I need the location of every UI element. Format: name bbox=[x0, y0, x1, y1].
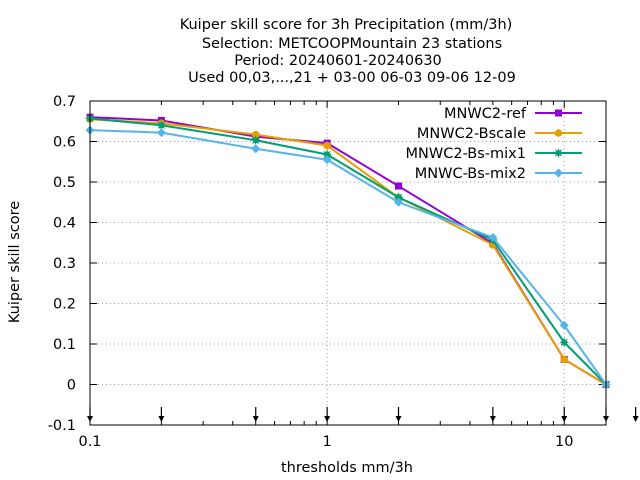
threshold-arrow-head bbox=[632, 416, 639, 422]
legend-label: MNWC2-ref bbox=[444, 106, 527, 122]
data-point bbox=[488, 232, 498, 242]
plot-frame bbox=[89, 100, 607, 426]
legend-entry: MNWC2-Bs-mix1 bbox=[406, 146, 582, 162]
y-axis-ticks: -0.1 0 0.1 0.2 0.3 0.4 0.5 0.6 0.7 bbox=[48, 94, 606, 434]
legend-entry: MNWC-Bs-mix2 bbox=[415, 166, 582, 182]
grid-lines bbox=[90, 101, 606, 425]
x-tick-label: 0.1 bbox=[78, 434, 101, 450]
series-mnwc-bs-mix2 bbox=[85, 125, 611, 389]
legend-swatch-marker bbox=[555, 109, 562, 117]
threshold-markers bbox=[87, 407, 639, 422]
threshold-arrow bbox=[158, 407, 165, 422]
legend-label: MNWC-Bs-mix2 bbox=[415, 166, 526, 182]
x-axis-ticks: 0.1 1 10 bbox=[78, 101, 573, 450]
y-tick-label: 0.3 bbox=[53, 256, 76, 272]
legend-entry: MNWC2-ref bbox=[444, 106, 582, 122]
y-axis-label: Kuiper skill score bbox=[7, 201, 23, 323]
data-point bbox=[560, 355, 569, 364]
chart-title: Kuiper skill score for 3h Precipitation … bbox=[180, 17, 516, 86]
legend-swatch-marker bbox=[554, 168, 563, 178]
x-tick-label: 10 bbox=[555, 434, 573, 450]
legend-swatch-marker bbox=[553, 148, 564, 158]
data-point bbox=[559, 337, 570, 348]
series-line bbox=[89, 116, 607, 386]
threshold-arrow-head bbox=[252, 416, 259, 422]
y-tick-label: 0.2 bbox=[53, 297, 76, 313]
x-axis-label: thresholds mm/3h bbox=[281, 460, 413, 476]
title-line-3: Period: 20240601-20240630 bbox=[234, 53, 442, 69]
series-line bbox=[89, 118, 607, 386]
threshold-arrow bbox=[489, 407, 496, 422]
legend-swatch-marker bbox=[554, 129, 563, 137]
data-point bbox=[394, 197, 404, 207]
threshold-arrow-head bbox=[489, 416, 496, 422]
y-tick-label: 0.1 bbox=[53, 337, 76, 353]
y-tick-label: 0 bbox=[67, 378, 76, 394]
title-line-4: Used 00,03,...,21 + 03-00 06-03 09-06 12… bbox=[188, 70, 516, 86]
data-series bbox=[85, 113, 611, 390]
data-point bbox=[559, 320, 569, 330]
y-tick-label: 0.7 bbox=[53, 94, 76, 110]
legend: MNWC2-ref MNWC2-Bscale MNWC2-Bs-mix1 MNWC-B… bbox=[406, 106, 582, 182]
y-tick-label: 0.5 bbox=[53, 175, 76, 191]
data-point bbox=[251, 144, 261, 154]
data-point bbox=[251, 130, 260, 139]
legend-entry: MNWC2-Bscale bbox=[417, 126, 582, 142]
series-line bbox=[89, 129, 607, 386]
threshold-arrow-head bbox=[395, 416, 402, 422]
data-point bbox=[250, 135, 261, 146]
data-point bbox=[322, 155, 332, 165]
legend-label: MNWC2-Bs-mix1 bbox=[406, 146, 526, 162]
threshold-arrow bbox=[395, 407, 402, 422]
legend-label: MNWC2-Bscale bbox=[417, 126, 526, 142]
series-mnwc2-bs-mix1 bbox=[85, 113, 611, 390]
data-point bbox=[156, 128, 166, 138]
y-tick-label: 0.4 bbox=[53, 216, 76, 232]
series-line bbox=[89, 117, 607, 386]
threshold-arrow bbox=[632, 407, 639, 422]
series-mnwc2-ref bbox=[86, 113, 610, 388]
title-line-2: Selection: METCOOPMountain 23 stations bbox=[202, 36, 502, 52]
x-tick-label: 1 bbox=[323, 434, 332, 450]
data-point bbox=[322, 149, 333, 160]
data-point bbox=[395, 182, 403, 190]
title-line-1: Kuiper skill score for 3h Precipitation … bbox=[180, 17, 513, 33]
y-tick-label: 0.6 bbox=[53, 135, 76, 151]
data-point bbox=[323, 141, 331, 150]
threshold-arrow bbox=[252, 407, 259, 422]
y-tick-label: -0.1 bbox=[48, 418, 76, 434]
threshold-arrow-head bbox=[158, 416, 165, 422]
data-point bbox=[156, 120, 167, 131]
